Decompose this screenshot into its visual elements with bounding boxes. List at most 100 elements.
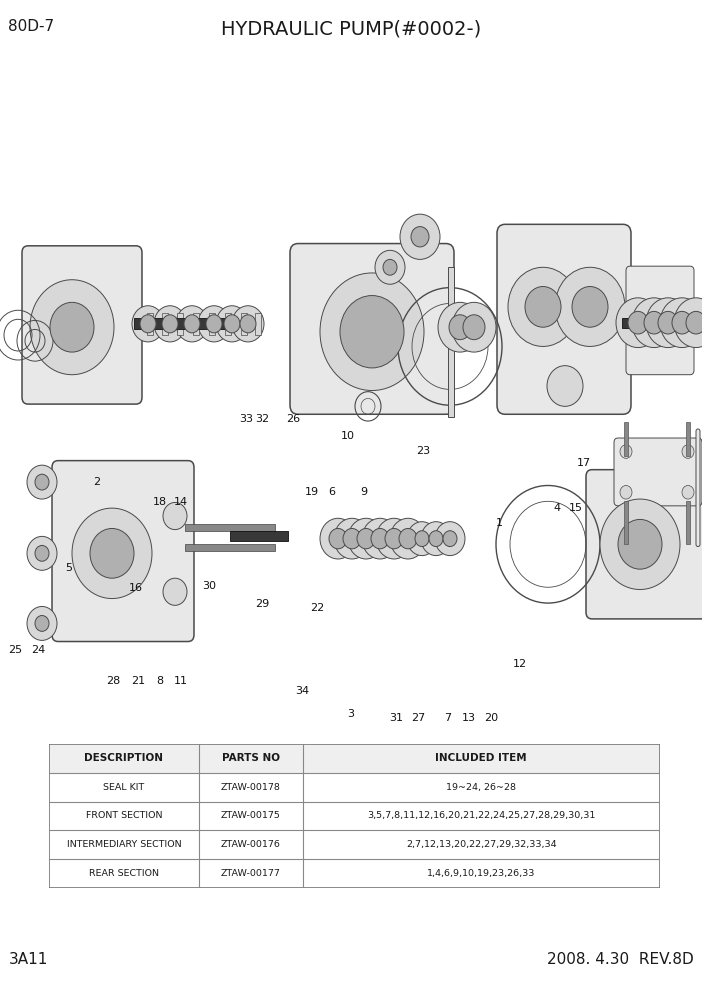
Bar — [686, 423, 690, 456]
Circle shape — [154, 306, 186, 342]
Text: 20: 20 — [484, 712, 498, 722]
Text: 17: 17 — [577, 458, 591, 468]
Bar — [147, 312, 153, 335]
Circle shape — [140, 314, 156, 333]
Text: 15: 15 — [569, 503, 583, 513]
Bar — [49, 773, 660, 802]
Bar — [185, 545, 275, 552]
Circle shape — [421, 522, 451, 556]
Circle shape — [600, 499, 680, 589]
Circle shape — [429, 531, 443, 547]
Circle shape — [198, 306, 230, 342]
Circle shape — [206, 314, 222, 333]
Circle shape — [620, 485, 632, 499]
Bar — [49, 802, 660, 830]
Text: 2,7,12,13,20,22,27,29,32,33,34: 2,7,12,13,20,22,27,29,32,33,34 — [406, 840, 557, 849]
Circle shape — [334, 518, 370, 558]
FancyBboxPatch shape — [586, 469, 702, 619]
Text: 24: 24 — [32, 645, 46, 655]
Circle shape — [672, 311, 692, 334]
Text: 3: 3 — [347, 708, 355, 718]
FancyBboxPatch shape — [626, 266, 694, 375]
Text: 27: 27 — [411, 712, 425, 722]
Bar — [49, 744, 660, 773]
Text: 25: 25 — [8, 645, 22, 655]
FancyBboxPatch shape — [696, 429, 700, 547]
Bar — [624, 501, 628, 545]
Bar — [686, 501, 690, 545]
Circle shape — [320, 518, 356, 558]
Bar — [230, 531, 288, 541]
Bar — [241, 312, 247, 335]
Bar — [448, 267, 454, 417]
Text: PARTS NO: PARTS NO — [222, 753, 279, 764]
Circle shape — [27, 465, 57, 499]
Bar — [49, 859, 660, 888]
FancyBboxPatch shape — [497, 224, 631, 415]
Circle shape — [438, 303, 482, 352]
Circle shape — [435, 522, 465, 556]
Circle shape — [35, 546, 49, 561]
Text: 31: 31 — [390, 712, 404, 722]
Circle shape — [343, 529, 361, 549]
Text: 6: 6 — [328, 487, 335, 497]
Text: 22: 22 — [310, 602, 324, 613]
Circle shape — [90, 529, 134, 578]
Circle shape — [407, 522, 437, 556]
Circle shape — [176, 306, 208, 342]
FancyBboxPatch shape — [22, 246, 142, 404]
Text: 30: 30 — [202, 581, 216, 591]
Circle shape — [686, 311, 702, 334]
Circle shape — [572, 287, 608, 327]
Circle shape — [443, 531, 457, 547]
Text: 3,5,7,8,11,12,16,20,21,22,24,25,27,28,29,30,31: 3,5,7,8,11,12,16,20,21,22,24,25,27,28,29… — [367, 811, 595, 820]
FancyBboxPatch shape — [614, 438, 702, 506]
Circle shape — [132, 306, 164, 342]
Circle shape — [320, 273, 424, 391]
Bar — [255, 312, 261, 335]
Circle shape — [660, 298, 702, 347]
Circle shape — [216, 306, 248, 342]
Text: 1: 1 — [496, 518, 503, 528]
Text: 28: 28 — [107, 676, 121, 685]
Circle shape — [449, 314, 471, 339]
Circle shape — [362, 518, 398, 558]
Bar — [622, 318, 690, 328]
Circle shape — [340, 296, 404, 368]
Text: 1,4,6,9,10,19,23,26,33: 1,4,6,9,10,19,23,26,33 — [427, 869, 536, 878]
FancyBboxPatch shape — [290, 244, 454, 415]
Circle shape — [163, 503, 187, 530]
Circle shape — [628, 311, 648, 334]
Circle shape — [682, 444, 694, 458]
Circle shape — [376, 518, 412, 558]
Circle shape — [620, 444, 632, 458]
Circle shape — [618, 520, 662, 569]
Text: DESCRIPTION: DESCRIPTION — [84, 753, 164, 764]
Text: ZTAW-00177: ZTAW-00177 — [220, 869, 281, 878]
Circle shape — [163, 578, 187, 605]
Circle shape — [452, 303, 496, 352]
Circle shape — [240, 314, 256, 333]
Circle shape — [658, 311, 678, 334]
Circle shape — [644, 311, 664, 334]
Circle shape — [411, 226, 429, 247]
Text: 4: 4 — [553, 503, 560, 513]
Bar — [177, 312, 183, 335]
Circle shape — [547, 366, 583, 407]
Circle shape — [616, 298, 660, 347]
Circle shape — [35, 474, 49, 490]
Circle shape — [415, 531, 429, 547]
Circle shape — [162, 314, 178, 333]
Circle shape — [184, 314, 200, 333]
Circle shape — [232, 306, 264, 342]
Circle shape — [646, 298, 690, 347]
Text: 8: 8 — [157, 676, 164, 685]
FancyBboxPatch shape — [52, 460, 194, 642]
Text: 29: 29 — [255, 599, 269, 609]
Circle shape — [400, 214, 440, 259]
Bar — [162, 312, 168, 335]
Text: FRONT SECTION: FRONT SECTION — [86, 811, 162, 820]
Text: 13: 13 — [462, 712, 476, 722]
Text: 12: 12 — [512, 659, 526, 669]
Circle shape — [50, 303, 94, 352]
